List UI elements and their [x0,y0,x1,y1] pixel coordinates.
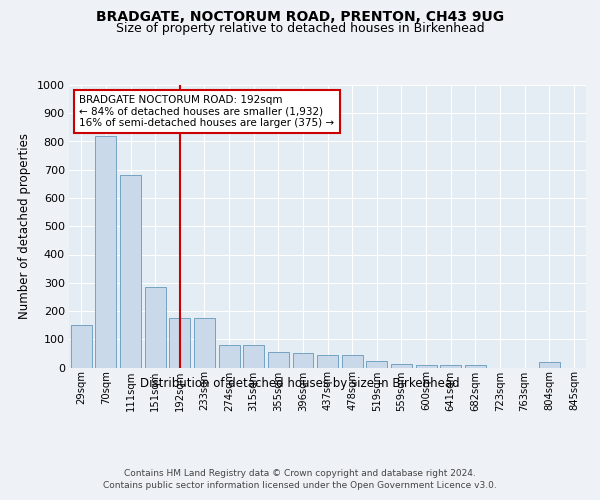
Bar [145,287,166,368]
Bar [268,352,289,368]
Text: Contains HM Land Registry data © Crown copyright and database right 2024.: Contains HM Land Registry data © Crown c… [124,469,476,478]
Text: Distribution of detached houses by size in Birkenhead: Distribution of detached houses by size … [140,378,460,390]
Bar [218,346,239,368]
Bar [391,364,412,368]
Bar [440,364,461,368]
Bar [317,356,338,368]
Y-axis label: Number of detached properties: Number of detached properties [18,133,31,320]
Bar [367,362,388,368]
Bar [169,318,190,368]
Bar [293,354,313,368]
Bar [539,362,560,368]
Bar [342,356,362,368]
Bar [465,365,486,368]
Text: Size of property relative to detached houses in Birkenhead: Size of property relative to detached ho… [116,22,484,35]
Bar [194,318,215,368]
Bar [95,136,116,368]
Bar [71,325,92,368]
Bar [120,176,141,368]
Bar [416,364,437,368]
Bar [243,346,264,368]
Text: BRADGATE NOCTORUM ROAD: 192sqm
← 84% of detached houses are smaller (1,932)
16% : BRADGATE NOCTORUM ROAD: 192sqm ← 84% of … [79,95,334,128]
Text: Contains public sector information licensed under the Open Government Licence v3: Contains public sector information licen… [103,481,497,490]
Text: BRADGATE, NOCTORUM ROAD, PRENTON, CH43 9UG: BRADGATE, NOCTORUM ROAD, PRENTON, CH43 9… [96,10,504,24]
